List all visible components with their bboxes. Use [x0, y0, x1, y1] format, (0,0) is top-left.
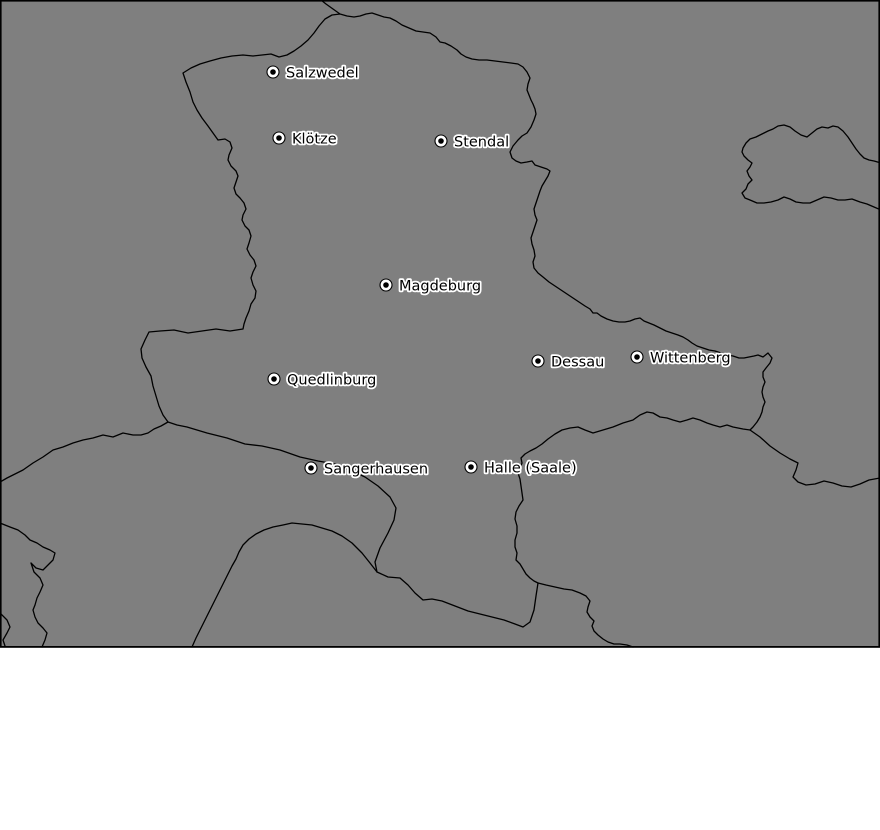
border-brandenburg-sachsen [749, 429, 880, 488]
city-marker-dot [438, 138, 444, 144]
map-frame [0, 0, 880, 648]
border-southwest-squiggle-1 [0, 522, 56, 648]
border-thueringen-sachsen [537, 582, 634, 648]
city-label: Sangerhausen [324, 462, 428, 478]
border-thueringen-fork [191, 522, 378, 648]
map-canvas: Salzwedel Klötze Stendal Magdeburg Dessau Wit… [0, 0, 880, 648]
city-label: Quedlinburg [287, 373, 376, 389]
city-label: Wittenberg [650, 351, 731, 367]
city-marker-group: Magdeburg [379, 277, 483, 296]
border-west-neighbors [0, 421, 169, 483]
city-label: Halle (Saale) [484, 461, 577, 477]
city-marker-dot [383, 282, 389, 288]
city-label: Magdeburg [399, 279, 481, 295]
city-marker-dot [271, 376, 277, 382]
footer: Sim. max. Radarreflektivität (in dbZ) Fr… [0, 648, 880, 830]
city-marker-group: Dessau [531, 353, 606, 372]
city-layer: Salzwedel Klötze Stendal Magdeburg Dessau Wit… [266, 64, 732, 479]
state-border-berlin [741, 124, 880, 211]
city-label: Dessau [551, 355, 604, 371]
city-marker-dot [634, 354, 640, 360]
city-marker-group: Quedlinburg [267, 371, 378, 390]
city-marker-group: Wittenberg [630, 349, 732, 368]
city-marker-group: Klötze [272, 130, 338, 149]
city-label: Stendal [454, 135, 509, 151]
city-marker-group: Halle (Saale) [464, 459, 578, 478]
city-marker-group: Salzwedel [266, 64, 360, 83]
radar-map: Salzwedel Klötze Stendal Magdeburg Dessau Wit… [0, 0, 880, 648]
city-marker-group: Sangerhausen [304, 460, 430, 479]
city-marker-group: Stendal [434, 133, 511, 152]
city-label: Salzwedel [286, 66, 359, 82]
city-marker-dot [535, 358, 541, 364]
state-border-sachsen-anhalt [140, 0, 773, 628]
city-marker-dot [308, 465, 314, 471]
border-southwest-squiggle-2 [0, 612, 11, 647]
city-label: Klötze [292, 132, 337, 148]
city-marker-dot [468, 464, 474, 470]
city-marker-dot [276, 135, 282, 141]
city-marker-dot [270, 69, 276, 75]
